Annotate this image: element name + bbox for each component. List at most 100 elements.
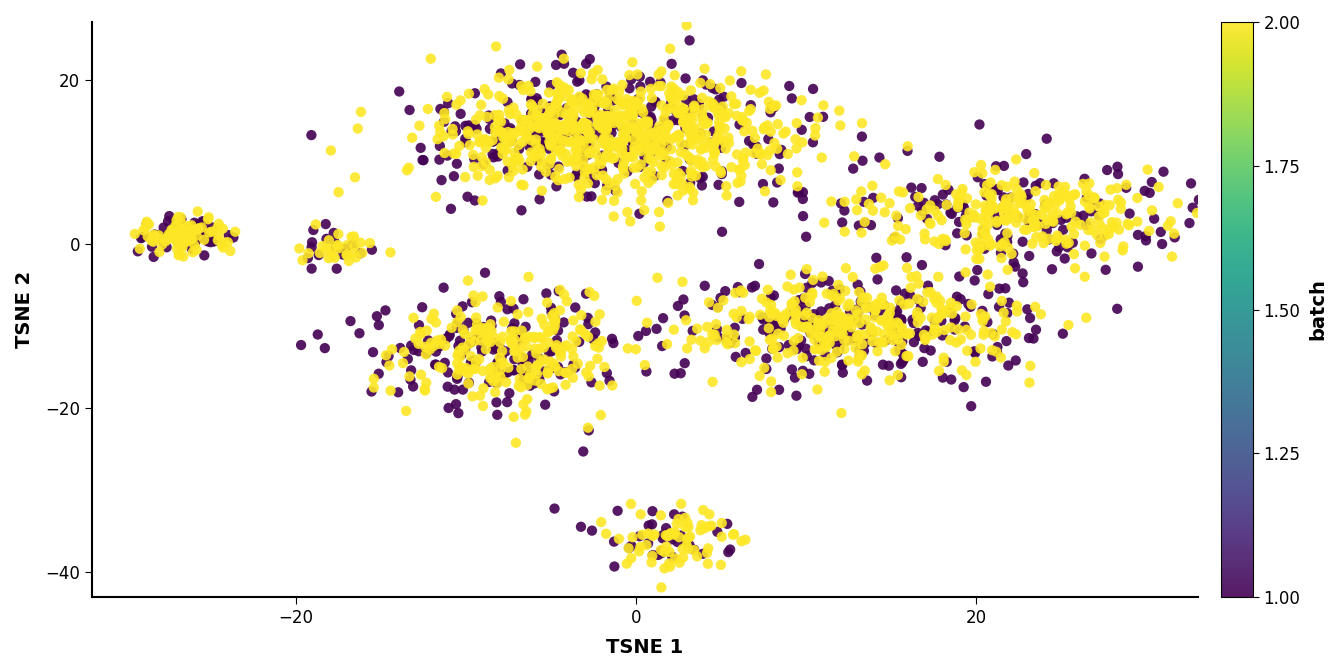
Point — [503, 365, 524, 376]
Point — [544, 362, 566, 372]
Point — [839, 334, 860, 345]
Point — [954, 311, 976, 322]
Point — [1016, 304, 1038, 314]
Point — [535, 167, 556, 177]
Point — [669, 108, 691, 118]
Point — [156, 242, 177, 253]
Point — [653, 162, 675, 173]
Point — [761, 300, 782, 310]
Point — [617, 343, 638, 354]
Point — [794, 269, 816, 280]
Point — [488, 73, 509, 83]
Point — [500, 335, 521, 346]
Point — [586, 96, 607, 107]
Point — [574, 98, 595, 109]
Point — [1181, 202, 1203, 213]
Point — [595, 115, 617, 126]
Point — [602, 95, 624, 106]
Point — [766, 341, 788, 352]
Point — [684, 132, 706, 143]
Point — [472, 401, 493, 411]
Point — [857, 302, 879, 312]
Point — [446, 372, 468, 382]
Point — [718, 108, 739, 119]
Point — [566, 146, 587, 157]
Point — [675, 123, 696, 134]
Point — [991, 202, 1012, 213]
Point — [848, 220, 870, 231]
Point — [797, 322, 818, 333]
Point — [879, 322, 900, 333]
Point — [528, 123, 550, 134]
Point — [597, 180, 618, 191]
Point — [673, 110, 695, 121]
Point — [457, 128, 478, 139]
Point — [199, 227, 220, 238]
Point — [759, 107, 781, 118]
Point — [640, 122, 661, 132]
Point — [792, 194, 813, 204]
Point — [417, 325, 438, 336]
Point — [676, 20, 698, 31]
Point — [707, 106, 728, 117]
Point — [554, 82, 575, 93]
Point — [542, 382, 563, 393]
Point — [614, 126, 636, 137]
Point — [945, 312, 966, 323]
Point — [792, 321, 813, 332]
Point — [434, 114, 456, 124]
Point — [952, 365, 973, 376]
Point — [528, 169, 550, 180]
Point — [141, 235, 163, 246]
Point — [446, 159, 468, 169]
Point — [458, 89, 480, 99]
Point — [667, 300, 688, 311]
Point — [683, 102, 704, 113]
Point — [754, 362, 775, 373]
Point — [1062, 237, 1083, 248]
Point — [665, 105, 687, 116]
Point — [573, 93, 594, 104]
Point — [188, 233, 210, 243]
Point — [566, 155, 587, 166]
Point — [578, 99, 599, 110]
Point — [707, 137, 728, 148]
Point — [540, 138, 562, 149]
Point — [1055, 235, 1077, 245]
Point — [860, 330, 882, 341]
Point — [297, 253, 319, 263]
Point — [996, 336, 1017, 347]
Point — [360, 386, 382, 397]
Point — [652, 131, 673, 142]
Point — [708, 94, 730, 105]
Point — [187, 224, 208, 235]
Point — [984, 203, 1005, 214]
Point — [610, 121, 632, 132]
Point — [966, 265, 988, 276]
Point — [1042, 218, 1063, 228]
Point — [624, 125, 645, 136]
Point — [181, 247, 203, 257]
Point — [493, 317, 515, 327]
Point — [679, 183, 700, 194]
Point — [470, 335, 492, 346]
Point — [672, 116, 694, 127]
Point — [879, 198, 900, 208]
Point — [915, 332, 937, 343]
Point — [560, 95, 582, 106]
Point — [465, 357, 487, 368]
Point — [538, 125, 559, 136]
Point — [512, 115, 534, 126]
Point — [577, 312, 598, 323]
Point — [474, 344, 496, 355]
Point — [891, 323, 913, 333]
Point — [555, 121, 577, 132]
Point — [755, 364, 777, 374]
Point — [673, 140, 695, 151]
Point — [769, 342, 790, 353]
Point — [487, 135, 508, 146]
Point — [668, 91, 689, 101]
Point — [552, 151, 574, 161]
Point — [816, 342, 837, 353]
Point — [583, 101, 605, 112]
